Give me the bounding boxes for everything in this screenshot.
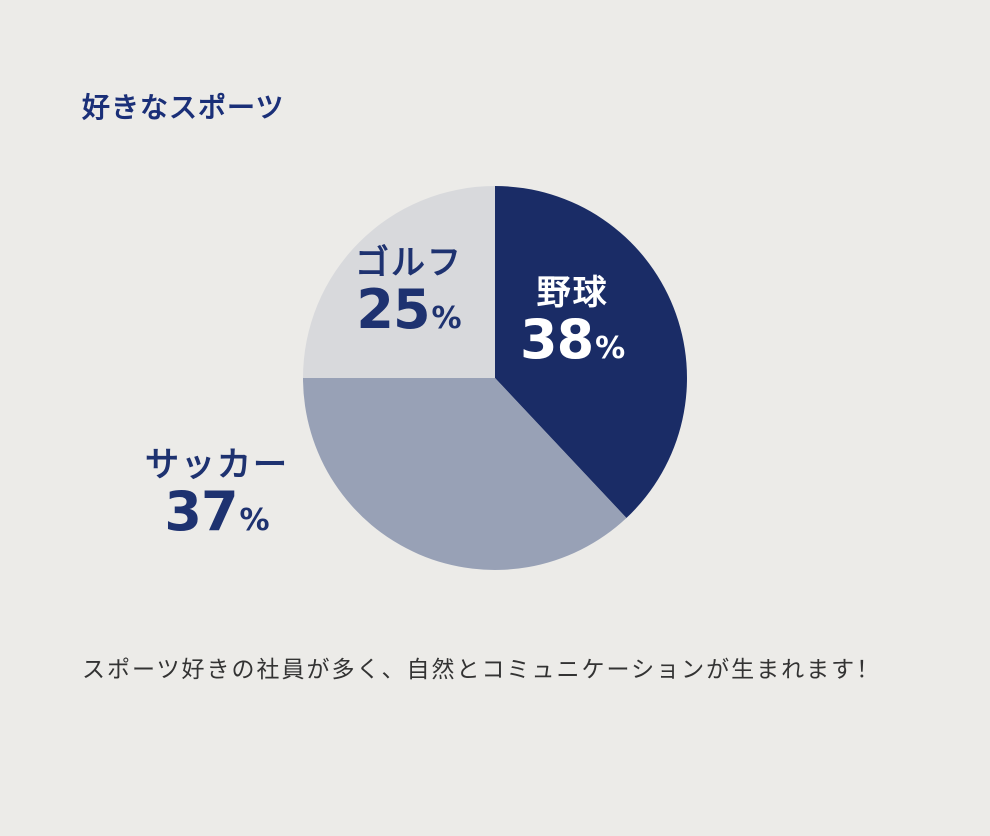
pie-slice-golf xyxy=(303,186,495,378)
slice-percent-baseball: 38% xyxy=(520,312,625,369)
slice-percent-golf: 25% xyxy=(355,282,463,339)
slice-label-soccer: サッカー 37% xyxy=(145,445,289,541)
chart-title: 好きなスポーツ xyxy=(82,91,285,124)
percent-unit: % xyxy=(239,503,270,539)
slice-name-golf: ゴルフ xyxy=(355,243,463,283)
slice-name-soccer: サッカー xyxy=(145,445,289,485)
slice-percent-soccer: 37% xyxy=(145,484,289,541)
slice-value-soccer: 37 xyxy=(164,480,238,544)
percent-unit: % xyxy=(595,331,626,367)
description-text: スポーツ好きの社員が多く、自然とコミュニケーションが生まれます！ xyxy=(82,657,882,683)
pie-slice-baseball xyxy=(495,186,687,518)
pie-slice-soccer xyxy=(303,378,627,570)
slice-value-baseball: 38 xyxy=(520,308,594,372)
slice-value-golf: 25 xyxy=(356,278,430,342)
percent-unit: % xyxy=(431,301,462,337)
slice-label-baseball: 野球 38% xyxy=(520,273,625,369)
slice-name-baseball: 野球 xyxy=(536,273,609,313)
slice-label-golf: ゴルフ 25% xyxy=(355,243,463,339)
